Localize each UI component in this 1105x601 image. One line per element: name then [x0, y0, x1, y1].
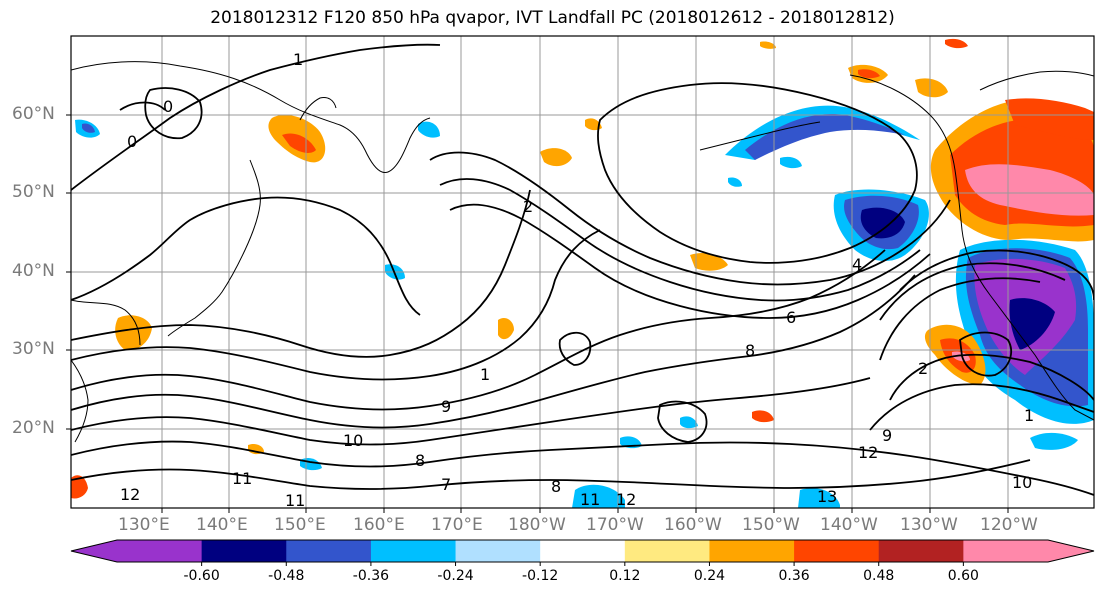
- colorbar-swatch: [370, 540, 457, 562]
- contour-label: 7: [441, 475, 451, 494]
- contour-label: 2: [918, 359, 928, 378]
- lon-label: 160°W: [664, 515, 722, 535]
- contour-label: 0: [163, 97, 173, 116]
- contour-label: 6: [786, 308, 796, 327]
- contour-label: 10: [343, 431, 363, 450]
- lon-label: 130°E: [118, 515, 170, 535]
- colorbar-swatch: [878, 540, 964, 562]
- contour-label: 9: [882, 426, 892, 445]
- lat-label: 50°N: [12, 182, 55, 202]
- contours: [71, 43, 1094, 496]
- colorbar-tick-label: -0.24: [437, 568, 474, 584]
- colorbar-swatch: [624, 540, 710, 562]
- tick-marks: [66, 114, 1009, 513]
- lon-label: 150°W: [742, 515, 800, 535]
- colorbar-outline: [70, 539, 1095, 563]
- contour-label: 11: [285, 491, 305, 510]
- colorbar-tick-label: -0.60: [183, 568, 220, 584]
- lon-label: 160°E: [353, 515, 405, 535]
- contour-label: 1: [1024, 406, 1034, 425]
- lat-label: 30°N: [12, 339, 55, 359]
- colorbar-extend-min: [71, 540, 117, 562]
- lat-label: 20°N: [12, 418, 55, 438]
- colorbar-swatch: [540, 540, 626, 562]
- contour-label: 1: [480, 365, 490, 384]
- contour-label: 8: [551, 477, 561, 496]
- lat-label: 60°N: [12, 104, 55, 124]
- lon-label: 120°W: [980, 515, 1038, 535]
- contour-label: 11: [232, 469, 252, 488]
- colorbar-extend-max: [1048, 540, 1094, 562]
- colorbar-tick-label: -0.48: [268, 568, 305, 584]
- lat-label: 40°N: [12, 261, 55, 281]
- contour-label: 1: [293, 50, 303, 69]
- colorbar-tick-label: -0.12: [522, 568, 559, 584]
- colorbar-swatch: [286, 540, 372, 562]
- colorbar-swatch: [963, 540, 1049, 562]
- coastlines: [71, 61, 1094, 443]
- contour-label: 8: [415, 451, 425, 470]
- contour-label: 4: [852, 255, 862, 274]
- colorbar-swatch: [201, 540, 287, 562]
- colorbar-swatch: [709, 540, 795, 562]
- colorbar-tick-label: 0.12: [609, 568, 641, 584]
- contour-label: 12: [858, 443, 878, 462]
- contour-label: 10: [1012, 473, 1032, 492]
- lon-label: 140°W: [820, 515, 878, 535]
- colorbar: [70, 539, 1095, 566]
- lon-label: 150°E: [274, 515, 326, 535]
- lon-label: 170°W: [586, 515, 644, 535]
- colorbar-tick-label: 0.60: [947, 568, 979, 584]
- lon-label: 180°W: [508, 515, 566, 535]
- colorbar-tick-label: -0.36: [352, 568, 390, 584]
- colorbar-tick-label: 0.36: [778, 568, 810, 584]
- map-area: 1 0 0 2 4 6 8 1 9 10 8 11 7 8 11 12 13 9…: [66, 35, 1095, 513]
- colorbar-swatch: [794, 540, 880, 562]
- contour-label: 2: [523, 197, 533, 216]
- colorbar-swatch: [455, 540, 541, 562]
- contour-label: 12: [616, 490, 636, 509]
- contour-label: 11: [580, 490, 600, 509]
- lon-label: 130°W: [900, 515, 958, 535]
- colorbar-tick-label: 0.48: [863, 568, 895, 584]
- colorbar-tick-label: 0.24: [693, 568, 726, 584]
- colorbar-swatch: [117, 540, 203, 562]
- contour-label: 8: [745, 341, 755, 360]
- contour-label: 0: [127, 132, 137, 151]
- lon-label: 170°E: [431, 515, 483, 535]
- contour-label: 13: [817, 487, 837, 506]
- map-title: 2018012312 F120 850 hPa qvapor, IVT Land…: [210, 8, 895, 28]
- gridlines: [71, 36, 1094, 508]
- contour-label: 12: [120, 485, 140, 504]
- contour-labels: 1 0 0 2 4 6 8 1 9 10 8 11 7 8 11 12 13 9…: [120, 50, 1034, 510]
- lon-label: 140°E: [196, 515, 248, 535]
- contour-label: 9: [441, 397, 451, 416]
